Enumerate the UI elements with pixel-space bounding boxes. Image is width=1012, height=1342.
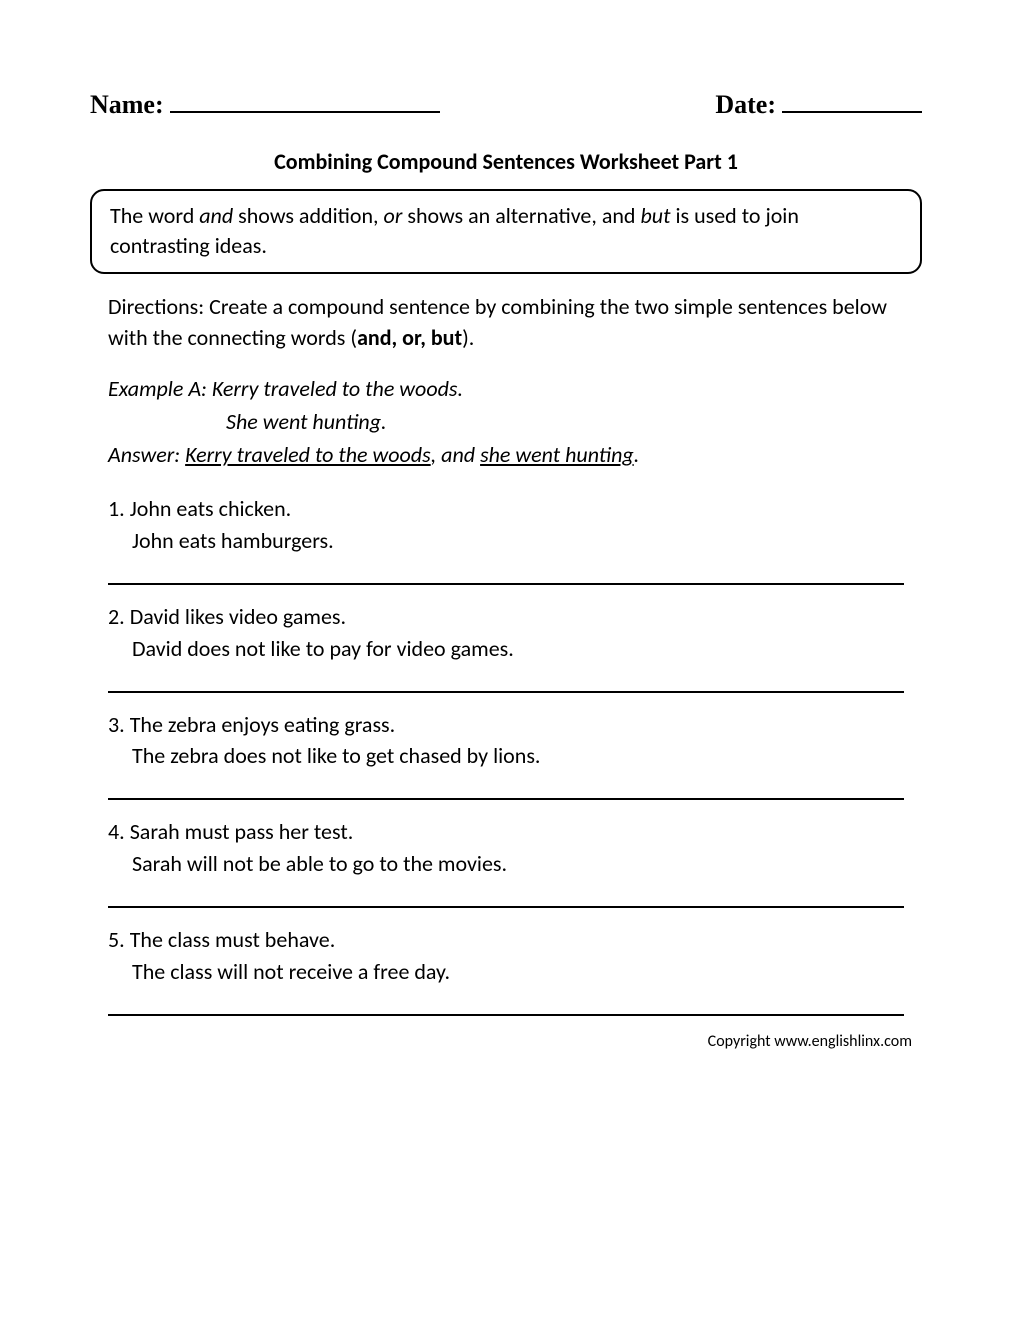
name-input-line[interactable] <box>170 91 440 113</box>
name-label: Name: <box>90 90 164 120</box>
worksheet-page: Name: Date: Combining Compound Sentences… <box>0 0 1012 1342</box>
example-answer: Answer: Kerry traveled to the woods, and… <box>108 438 904 471</box>
info-text: The word <box>110 202 199 229</box>
example-line2: She went hunting. <box>108 405 904 438</box>
question-sentence-1: 1. John eats chicken. <box>108 493 904 525</box>
question-sentence-1: 3. The zebra enjoys eating grass. <box>108 709 904 741</box>
header-row: Name: Date: <box>90 90 922 120</box>
question-number: 2. <box>108 603 125 630</box>
answer-input-line[interactable] <box>108 798 904 800</box>
answer-input-line[interactable] <box>108 906 904 908</box>
directions-bold: and, or, but <box>357 324 462 351</box>
info-text: shows an alternative, and <box>402 202 640 229</box>
answer-mid: , and <box>431 441 480 468</box>
info-box: The word and shows addition, or shows an… <box>90 189 922 274</box>
info-but: but <box>640 202 670 229</box>
info-or: or <box>384 202 403 229</box>
question-sentence-1: 4. Sarah must pass her test. <box>108 816 904 848</box>
example-block: Example A: Kerry traveled to the woods. … <box>90 372 922 471</box>
answer-part2: she went hunting <box>480 441 634 468</box>
name-field: Name: <box>90 90 440 120</box>
question-item: 4. Sarah must pass her test. Sarah will … <box>108 816 904 908</box>
info-text: shows addition, <box>233 202 383 229</box>
question-sentence-2: Sarah will not be able to go to the movi… <box>108 848 904 880</box>
answer-input-line[interactable] <box>108 691 904 693</box>
question-text: The class must behave. <box>130 926 336 953</box>
answer-input-line[interactable] <box>108 583 904 585</box>
question-sentence-1: 2. David likes video games. <box>108 601 904 633</box>
question-number: 4. <box>108 818 125 845</box>
question-sentence-2: The zebra does not like to get chased by… <box>108 740 904 772</box>
question-item: 1. John eats chicken. John eats hamburge… <box>108 493 904 585</box>
question-number: 3. <box>108 711 125 738</box>
question-sentence-2: David does not like to pay for video gam… <box>108 633 904 665</box>
answer-label: Answer: <box>108 441 185 468</box>
directions-text: Directions: Create a compound sentence b… <box>108 293 887 351</box>
question-number: 1. <box>108 495 125 522</box>
question-item: 3. The zebra enjoys eating grass. The ze… <box>108 709 904 801</box>
question-item: 5. The class must behave. The class will… <box>108 924 904 1016</box>
question-number: 5. <box>108 926 125 953</box>
answer-end: . <box>634 441 640 468</box>
date-input-line[interactable] <box>782 91 922 113</box>
question-text: Sarah must pass her test. <box>130 818 354 845</box>
copyright-text: Copyright www.englishlinx.com <box>90 1032 922 1051</box>
question-text: The zebra enjoys eating grass. <box>130 711 396 738</box>
questions-list: 1. John eats chicken. John eats hamburge… <box>90 493 922 1016</box>
answer-part1: Kerry traveled to the woods <box>185 441 431 468</box>
answer-input-line[interactable] <box>108 1014 904 1016</box>
directions-text: ). <box>462 324 474 351</box>
question-sentence-2: John eats hamburgers. <box>108 525 904 557</box>
info-and: and <box>199 202 233 229</box>
question-text: John eats chicken. <box>130 495 292 522</box>
date-field: Date: <box>715 90 922 120</box>
directions: Directions: Create a compound sentence b… <box>90 292 922 354</box>
question-sentence-1: 5. The class must behave. <box>108 924 904 956</box>
worksheet-title: Combining Compound Sentences Worksheet P… <box>90 148 922 175</box>
question-text: David likes video games. <box>130 603 346 630</box>
example-line1: Example A: Kerry traveled to the woods. <box>108 372 904 405</box>
date-label: Date: <box>715 90 776 120</box>
question-sentence-2: The class will not receive a free day. <box>108 956 904 988</box>
question-item: 2. David likes video games. David does n… <box>108 601 904 693</box>
